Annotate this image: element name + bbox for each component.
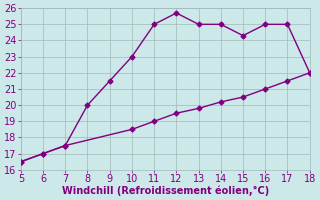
X-axis label: Windchill (Refroidissement éolien,°C): Windchill (Refroidissement éolien,°C) (62, 185, 269, 196)
